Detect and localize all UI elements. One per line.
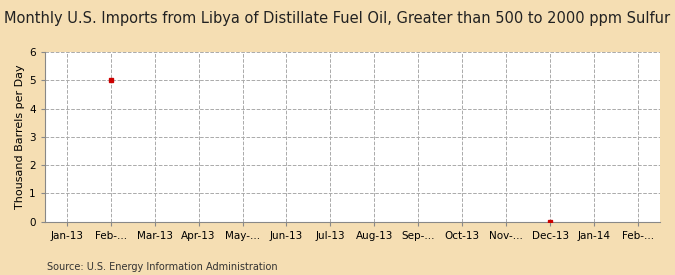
Text: Source: U.S. Energy Information Administration: Source: U.S. Energy Information Administ…: [47, 262, 278, 272]
Y-axis label: Thousand Barrels per Day: Thousand Barrels per Day: [15, 65, 25, 209]
Text: Monthly U.S. Imports from Libya of Distillate Fuel Oil, Greater than 500 to 2000: Monthly U.S. Imports from Libya of Disti…: [5, 11, 670, 26]
